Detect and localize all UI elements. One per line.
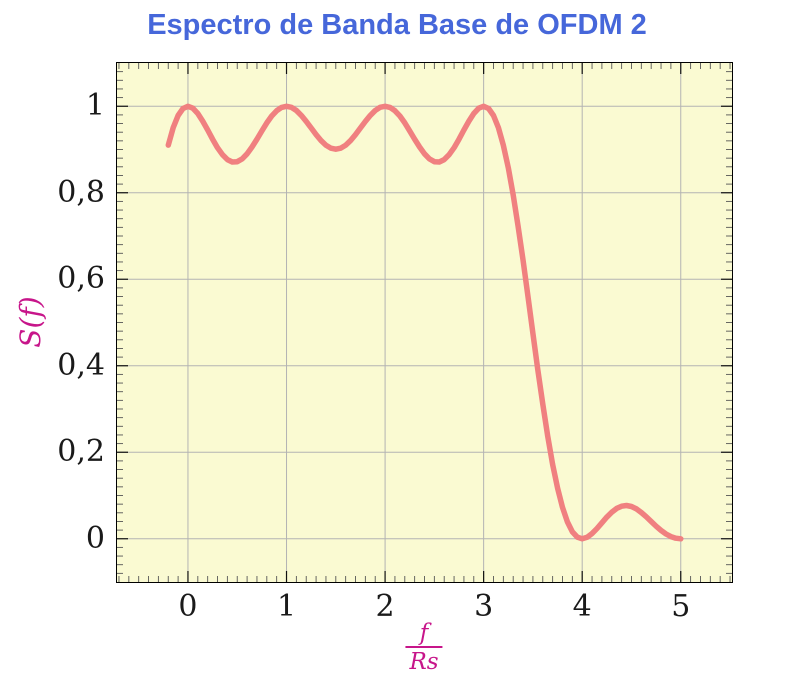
y-tick-label: 0 xyxy=(85,520,105,556)
spectrum-curve xyxy=(165,103,684,542)
plot-area xyxy=(116,62,733,583)
y-tick-label: 0,4 xyxy=(57,347,105,383)
x-axis-label-numerator: f xyxy=(419,620,429,646)
x-tick-label: 3 xyxy=(474,589,494,624)
y-tick-label: 1 xyxy=(85,88,105,124)
y-tick-label: 0,8 xyxy=(57,174,105,210)
plot-svg xyxy=(117,63,732,582)
x-tick-label: 5 xyxy=(671,589,691,624)
y-tick-label: 0,6 xyxy=(57,261,105,297)
x-tick-label: 0 xyxy=(178,589,198,624)
chart-title: Espectro de Banda Base de OFDM 2 xyxy=(147,9,647,41)
x-axis-label-denominator: Rs xyxy=(405,646,443,675)
x-axis-label: f Rs xyxy=(405,620,443,675)
x-tick-label: 4 xyxy=(572,589,592,624)
y-tick-label: 0,2 xyxy=(57,434,105,470)
x-tick-label: 1 xyxy=(276,589,297,624)
x-tick-label: 2 xyxy=(375,589,395,624)
